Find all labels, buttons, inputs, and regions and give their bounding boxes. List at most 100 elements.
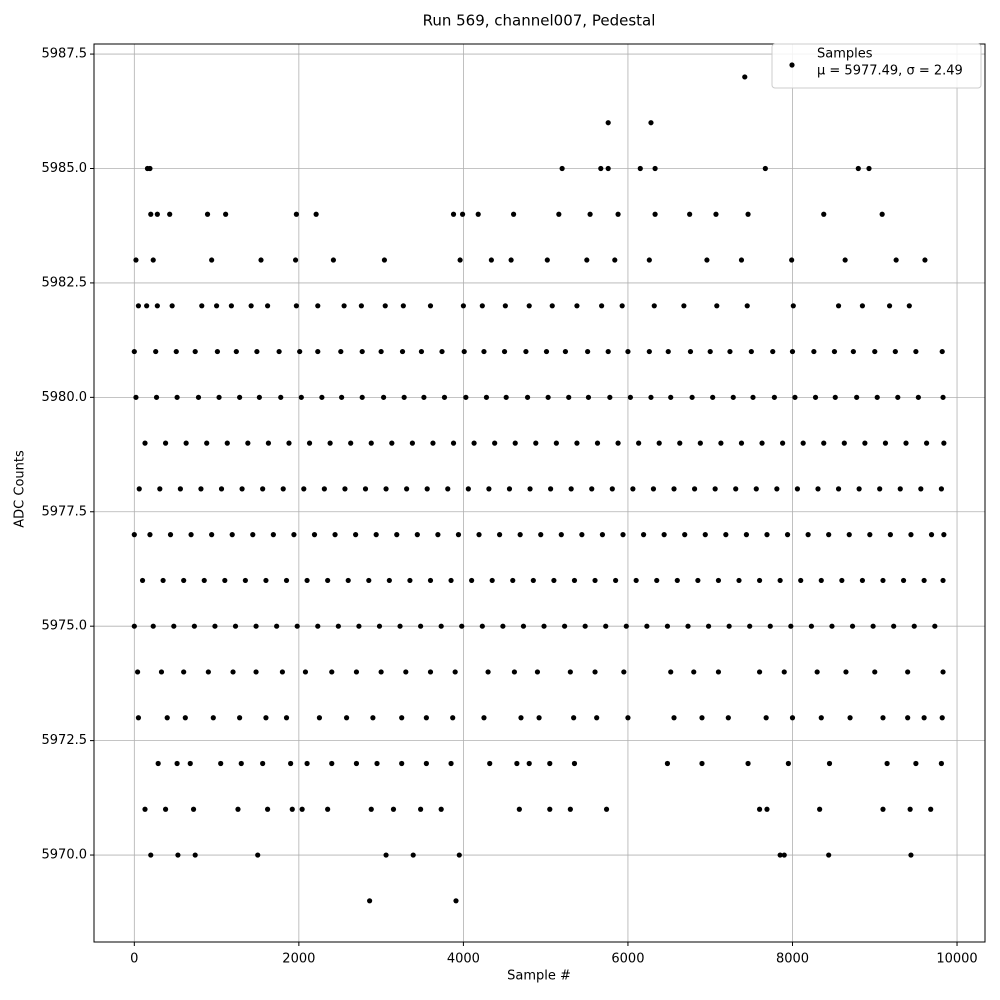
point [574,303,580,309]
point [390,806,397,812]
point [598,165,604,172]
point [685,623,691,629]
legend-label: Samples [817,47,873,62]
point [158,669,165,675]
point [386,577,392,584]
point [293,303,299,309]
point [222,577,228,584]
point [245,440,251,446]
y-axis-label: ADC Counts [13,450,28,528]
y-tick-label: 5975.0 [42,619,88,634]
point [562,348,569,355]
point [427,303,434,309]
point [654,577,660,584]
point [623,623,629,629]
point [362,486,369,492]
point [418,348,425,355]
point [788,623,794,629]
point [514,760,520,767]
point [343,715,350,721]
point [547,806,553,812]
x-tick-label: 10000 [936,952,977,967]
point [886,303,893,309]
point [508,257,514,263]
point [723,532,729,538]
point [859,303,866,309]
point [941,440,947,446]
point [826,760,833,767]
point [644,623,650,629]
point [520,623,527,629]
point [725,715,731,721]
point [400,303,406,309]
point [897,486,903,492]
point [932,623,938,629]
point [792,394,798,400]
point [139,577,146,584]
point [181,577,187,584]
point [545,394,551,400]
point [599,303,605,309]
point [621,669,627,675]
point [561,623,568,629]
point [671,715,677,721]
point [397,623,403,629]
point [715,577,722,584]
point [315,623,321,629]
point [607,394,613,400]
point [348,440,354,446]
point [183,440,189,446]
point [237,715,243,721]
point [304,760,310,767]
point [921,715,927,721]
point [453,898,459,904]
point [615,211,621,217]
point [579,532,585,538]
point [368,806,374,812]
point [702,532,708,538]
point [294,623,300,629]
point [699,715,705,721]
point [921,577,927,584]
point [526,303,532,309]
point [288,760,294,767]
point [695,577,701,584]
point [713,211,719,217]
point [414,532,420,538]
point [743,532,750,538]
point [855,165,861,172]
point [770,348,776,355]
point [230,669,236,675]
point [153,394,160,400]
point [292,257,299,263]
point [872,669,878,675]
point [585,348,591,355]
point [192,852,198,858]
x-tick-label: 8000 [776,952,809,967]
point [254,348,260,355]
point [135,715,142,721]
point [664,760,671,767]
point [353,760,360,767]
point [742,74,748,80]
point [445,486,451,492]
point [394,532,400,538]
point [906,303,912,309]
point [147,165,153,172]
point [541,623,547,629]
point [378,669,384,675]
point [584,257,590,263]
point [500,623,506,629]
point [872,348,878,355]
point [160,577,166,584]
point [907,806,913,812]
point [376,623,383,629]
point [710,394,716,400]
point [330,257,337,263]
point [299,806,305,812]
point [174,760,180,767]
point [162,440,169,446]
point [191,623,197,629]
point [264,303,271,309]
point [592,577,598,584]
